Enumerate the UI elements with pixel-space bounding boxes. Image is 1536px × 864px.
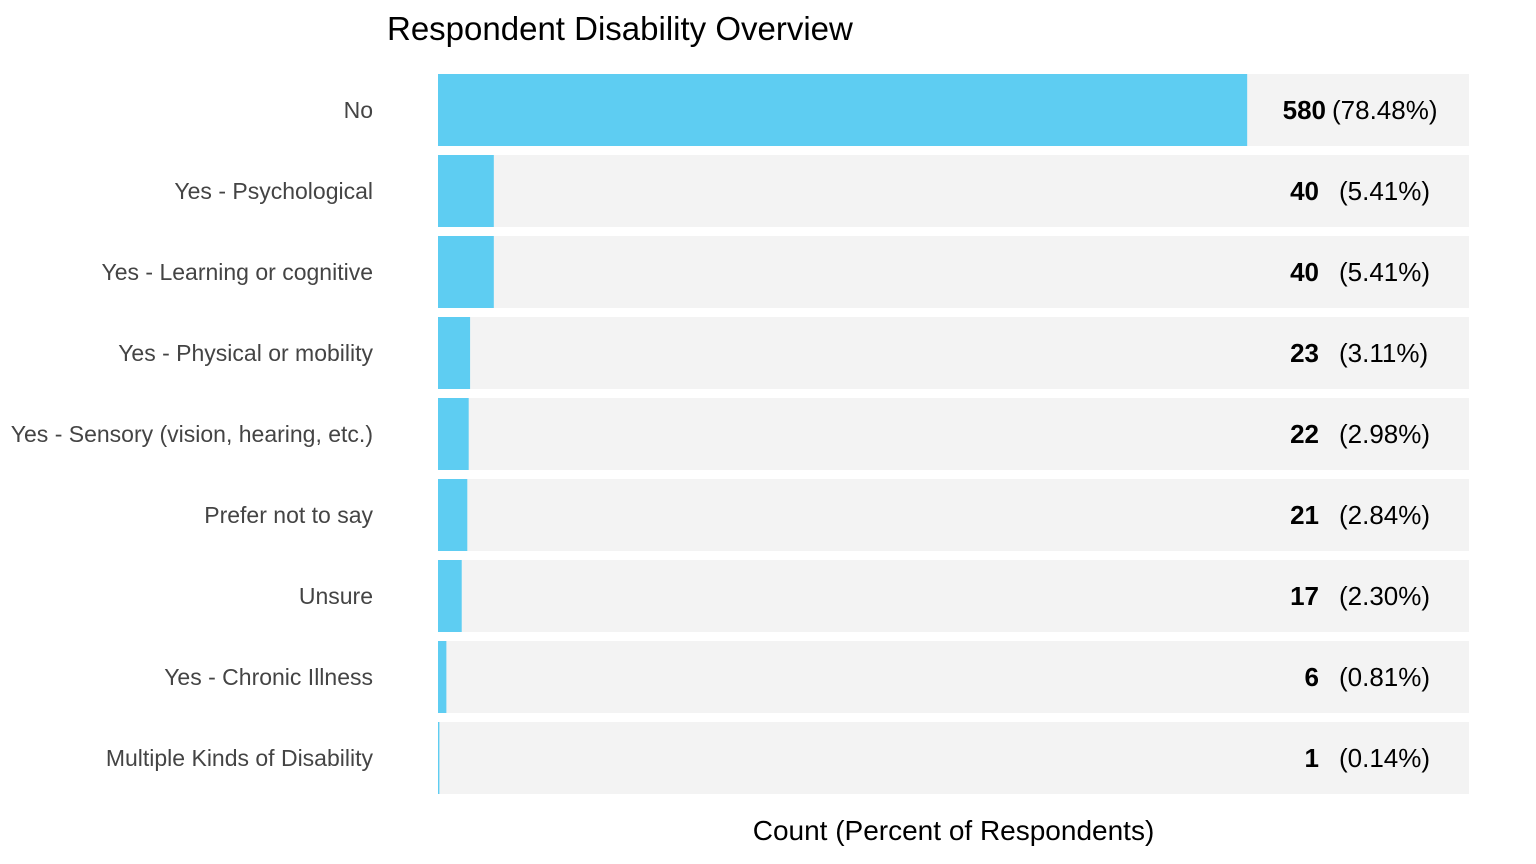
percent-label: (2.98%) — [1339, 419, 1430, 449]
count-label: 6 — [1305, 662, 1319, 692]
bar-track — [438, 155, 1469, 227]
count-label: 580 — [1283, 95, 1326, 125]
count-label: 22 — [1290, 419, 1319, 449]
category-label: Yes - Learning or cognitive — [102, 259, 374, 285]
category-label: Prefer not to say — [204, 502, 373, 528]
percent-label: (3.11%) — [1339, 338, 1428, 368]
bar-track — [438, 479, 1469, 551]
percent-label: (0.14%) — [1339, 743, 1430, 773]
x-axis-label: Count (Percent of Respondents) — [752, 815, 1155, 846]
bar — [438, 398, 469, 470]
percent-label: (5.41%) — [1339, 176, 1430, 206]
count-label: 1 — [1305, 743, 1319, 773]
percent-label: (5.41%) — [1339, 257, 1430, 287]
count-label: 40 — [1290, 176, 1319, 206]
percent-label: (2.84%) — [1339, 500, 1430, 530]
count-label: 23 — [1290, 338, 1319, 368]
bar — [438, 317, 471, 389]
bar — [438, 74, 1248, 146]
category-label: No — [344, 97, 373, 123]
bar — [438, 155, 494, 227]
bar-track — [438, 236, 1469, 308]
chart-title: Respondent Disability Overview — [387, 10, 853, 47]
category-label: Multiple Kinds of Disability — [106, 745, 374, 771]
category-label: Yes - Chronic Illness — [164, 664, 373, 690]
count-label: 40 — [1290, 257, 1319, 287]
category-label: Yes - Psychological — [174, 178, 373, 204]
category-label: Yes - Sensory (vision, hearing, etc.) — [11, 421, 373, 447]
percent-label: (78.48%) — [1332, 95, 1438, 125]
bar — [438, 722, 440, 794]
count-label: 17 — [1290, 581, 1319, 611]
count-label: 21 — [1290, 500, 1319, 530]
bar — [438, 479, 468, 551]
bar-track — [438, 317, 1469, 389]
percent-label: (2.30%) — [1339, 581, 1430, 611]
percent-label: (0.81%) — [1339, 662, 1430, 692]
bar-track — [438, 560, 1469, 632]
bar — [438, 560, 462, 632]
bar — [438, 641, 447, 713]
bar — [438, 236, 494, 308]
category-label: Unsure — [299, 583, 373, 609]
bar-track — [438, 641, 1469, 713]
bar-track — [438, 722, 1469, 794]
bar-track — [438, 398, 1469, 470]
category-label: Yes - Physical or mobility — [118, 340, 373, 366]
